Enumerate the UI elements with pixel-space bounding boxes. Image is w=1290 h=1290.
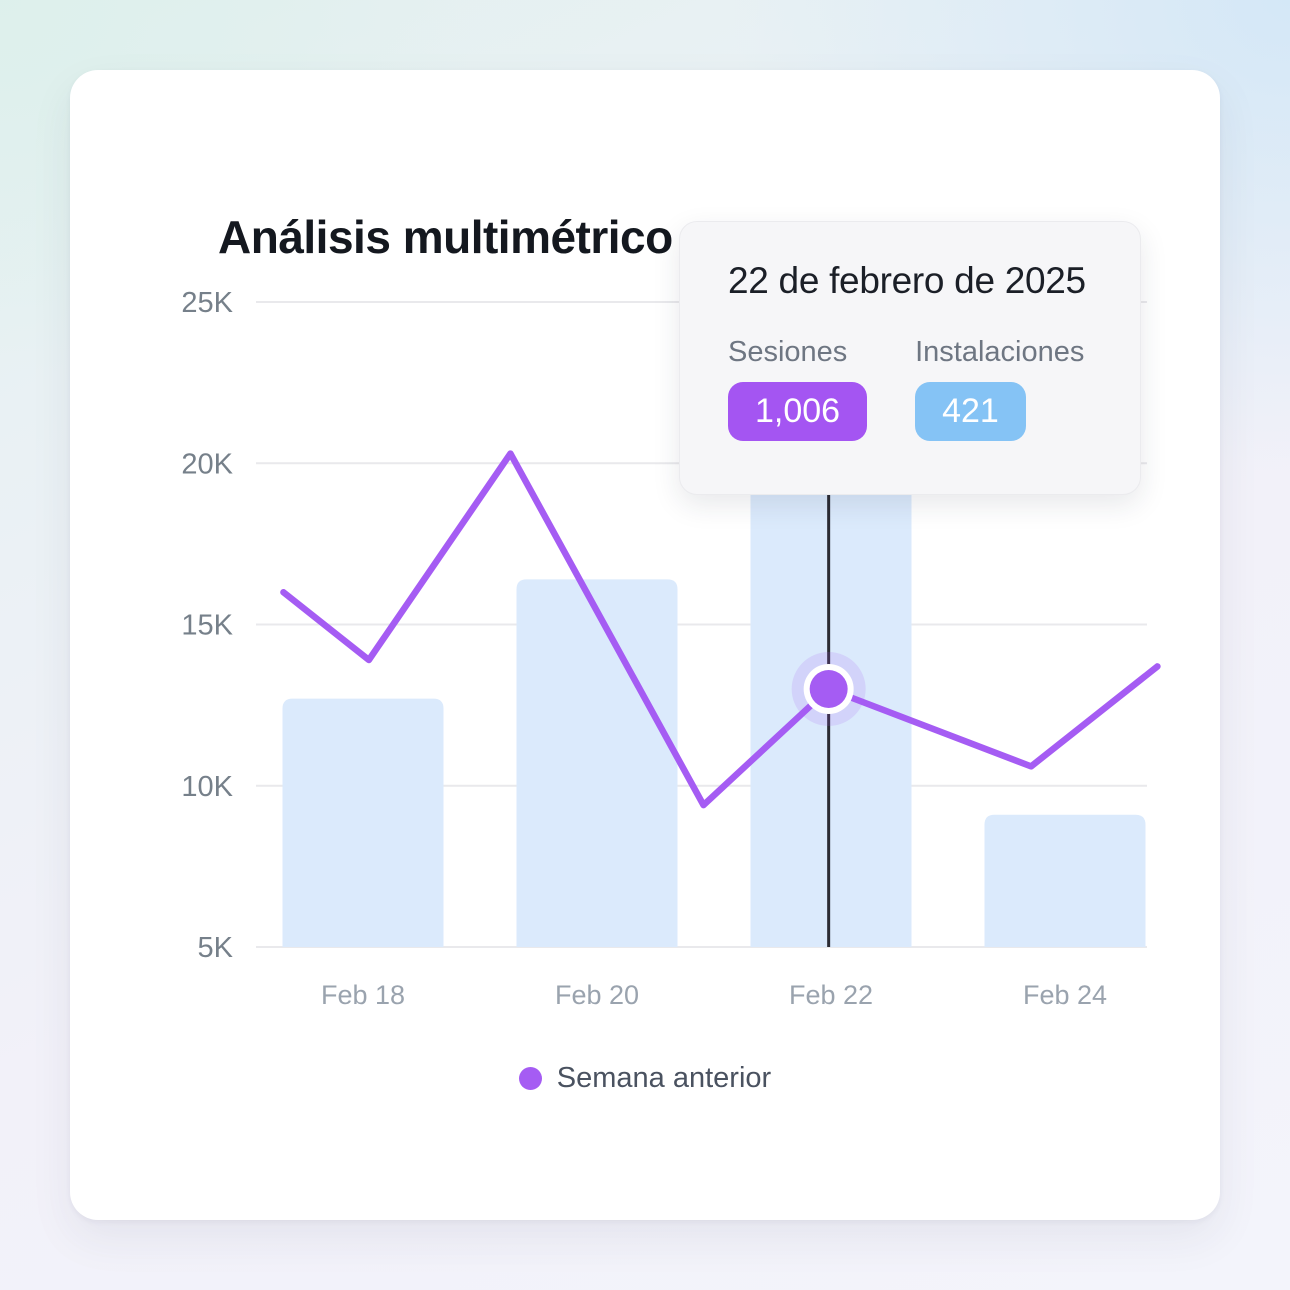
tooltip-metric-sessions: Sesiones 1,006 [728,336,868,441]
chart-legend: Semana anterior [70,1062,1220,1095]
x-tick-Feb-22: Feb 22 [789,980,873,1010]
chart-title: Análisis multimétrico [218,211,673,263]
previous-week-legend-label: Semana anterior [556,1062,772,1094]
sessions-value-badge: 1,006 [728,382,868,441]
installs-label: Instalaciones [915,336,1085,368]
x-tick-Feb-24: Feb 24 [1023,980,1107,1010]
tooltip-metric-installs: Instalaciones 421 [915,336,1084,441]
bar-Feb 24[interactable] [984,814,1146,947]
sessions-label: Sesiones [728,336,848,368]
x-tick-Feb-18: Feb 18 [321,980,405,1010]
x-tick-Feb-20: Feb 20 [555,980,639,1010]
tooltip-metrics-row: Sesiones 1,006 Instalaciones 421 [728,336,1092,441]
bar-Feb 20[interactable] [516,579,678,947]
y-tick-25K: 25K [181,287,233,319]
tooltip-date: 22 de febrero de 2025 [728,260,1086,301]
previous-week-line[interactable] [280,450,1161,809]
y-tick-20K: 20K [181,448,233,480]
y-tick-15K: 15K [181,610,233,642]
installs-value-badge: 421 [915,382,1026,441]
y-tick-10K: 10K [181,771,233,803]
chart-tooltip: 22 de febrero de 2025 Sesiones 1,006 Ins… [679,221,1141,495]
y-tick-5K: 5K [198,932,234,964]
bar-Feb 18[interactable] [282,698,444,947]
highlight-dot[interactable] [809,670,848,708]
previous-week-legend-dot-icon [518,1067,542,1090]
